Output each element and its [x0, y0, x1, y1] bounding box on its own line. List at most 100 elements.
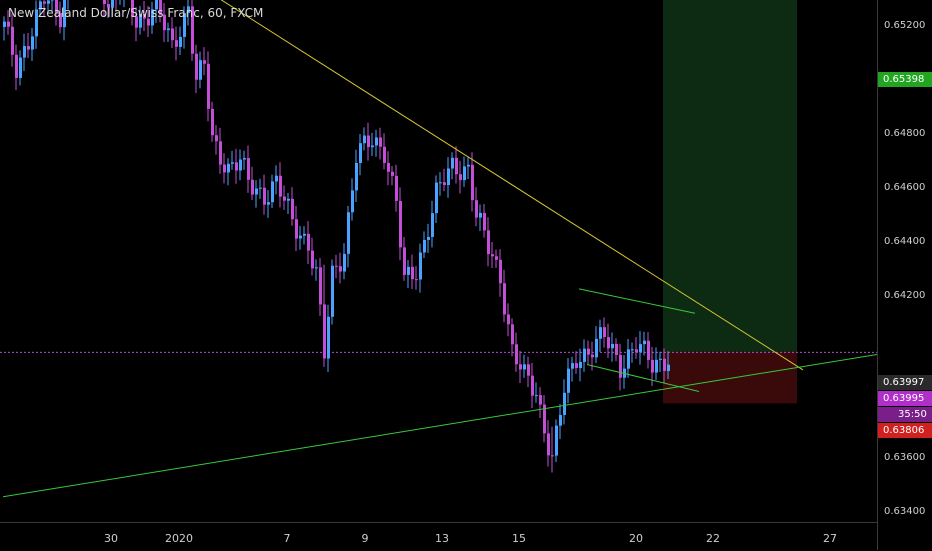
candle-body [595, 339, 598, 358]
candle-body [455, 158, 458, 174]
candle-body [619, 355, 622, 378]
candle [287, 193, 290, 214]
candle [11, 13, 14, 66]
candle [531, 363, 534, 408]
time-tick-label: 20 [629, 532, 643, 545]
target-zone [663, 0, 797, 352]
price-tick-label: 0.64400 [884, 236, 925, 247]
candle-body [43, 1, 46, 3]
candle-body [287, 199, 290, 201]
candle [371, 133, 374, 156]
candle [223, 153, 226, 183]
candle [659, 352, 662, 372]
candle [175, 27, 178, 61]
position-zones [0, 0, 877, 403]
candle [295, 206, 298, 251]
candle [307, 221, 310, 264]
candle-body [527, 364, 530, 375]
candle-body [195, 54, 198, 80]
candle-body [235, 162, 238, 170]
candle-body [447, 169, 450, 185]
candle [535, 382, 538, 402]
candles [3, 0, 670, 473]
candle-body [31, 36, 34, 49]
candle-body [339, 266, 342, 271]
candle-body [523, 364, 526, 369]
candle-body [299, 236, 302, 239]
candle-body [103, 0, 106, 4]
candle-body [563, 393, 566, 415]
candle-body [467, 165, 470, 167]
candle-body [363, 136, 366, 144]
candle-body [255, 189, 258, 195]
candle-body [251, 180, 254, 195]
candle-body [451, 158, 454, 169]
candle-body [307, 234, 310, 251]
candle-body [331, 266, 334, 317]
candle-body [555, 426, 558, 456]
candle [595, 326, 598, 363]
candle [487, 217, 490, 266]
candle [379, 128, 382, 160]
candle-body [199, 60, 202, 79]
candle [623, 355, 626, 389]
candle-body [231, 162, 234, 163]
candle [291, 187, 294, 226]
candle [383, 133, 386, 169]
candle [363, 127, 366, 150]
time-tick-label: 13 [435, 532, 449, 545]
candle-body [211, 109, 214, 135]
candle-body [599, 327, 602, 339]
candle-body [371, 145, 374, 147]
candle-body [587, 349, 590, 355]
candle-body [15, 55, 18, 78]
candle-body [303, 234, 306, 236]
candle-body [347, 212, 350, 254]
candle-body [567, 369, 570, 393]
candle [399, 187, 402, 260]
candle-body [471, 165, 474, 200]
candle-body [439, 182, 442, 183]
candle [207, 51, 210, 121]
candle [27, 33, 30, 58]
candle [503, 270, 506, 323]
candle [31, 28, 34, 61]
candle-body [499, 260, 502, 283]
candle-body [459, 174, 462, 180]
candle [475, 187, 478, 226]
candle [615, 338, 618, 361]
candle-body [427, 237, 430, 240]
candle-body [591, 355, 594, 358]
candle-body [175, 40, 178, 47]
price-chart[interactable] [0, 0, 877, 522]
candle [251, 167, 254, 200]
candle [635, 337, 638, 359]
candle-body [179, 37, 182, 47]
candle [567, 358, 570, 403]
candle [279, 162, 282, 207]
candle-body [655, 360, 658, 373]
candle [199, 52, 202, 89]
candle [407, 260, 410, 288]
candle-body [607, 337, 610, 348]
candle-body [491, 254, 494, 256]
candle [403, 237, 406, 281]
candle-body [479, 213, 482, 218]
candle [375, 130, 378, 157]
candle [507, 303, 510, 336]
candle-body [423, 240, 426, 253]
candle [303, 226, 306, 244]
candle-body [511, 324, 514, 344]
time-tick-label: 9 [362, 532, 369, 545]
candle [23, 34, 26, 71]
candle-body [19, 58, 22, 78]
stop-zone [663, 352, 797, 404]
candle [547, 420, 550, 466]
candle [471, 152, 474, 211]
candle [243, 151, 246, 170]
candle [555, 419, 558, 462]
candle-body [355, 163, 358, 190]
candle [479, 205, 482, 231]
